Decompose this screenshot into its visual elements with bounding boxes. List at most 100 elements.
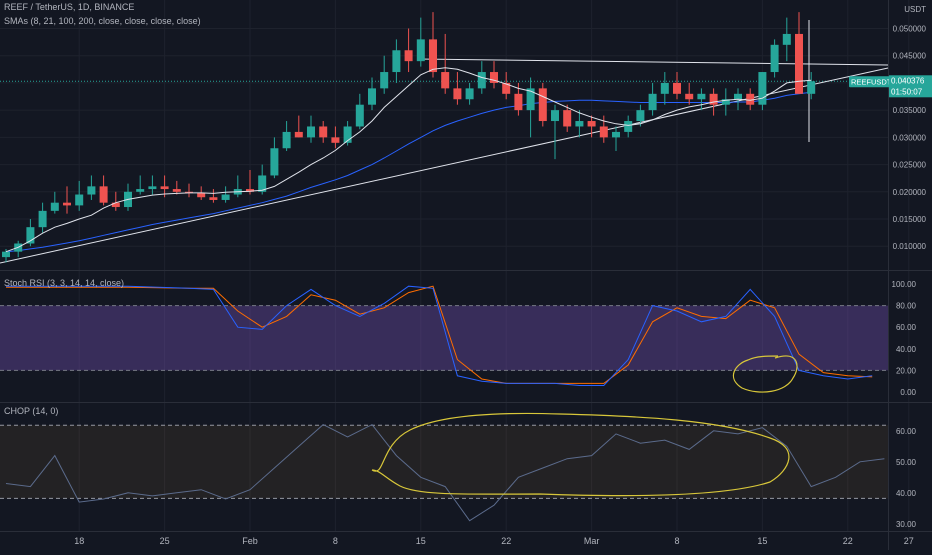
time-tick: 15: [416, 536, 426, 546]
candle[interactable]: [697, 93, 706, 100]
resistance-line[interactable]: [417, 58, 889, 66]
candle[interactable]: [38, 210, 47, 228]
time-tick: 18: [74, 536, 84, 546]
candle[interactable]: [575, 121, 584, 127]
candle[interactable]: [294, 131, 303, 138]
candle[interactable]: [209, 197, 218, 200]
time-axis[interactable]: 18 25 Feb 8 15 22 Mar 8 15 22 27: [74, 536, 914, 546]
time-tick: 22: [501, 536, 511, 546]
sma-21-line: [5, 91, 812, 253]
candle[interactable]: [441, 72, 450, 89]
candle[interactable]: [685, 93, 694, 100]
candle[interactable]: [429, 39, 437, 73]
candle[interactable]: [636, 110, 645, 122]
chop-band: [0, 425, 888, 499]
candle[interactable]: [477, 72, 486, 89]
chop-circle-annotation[interactable]: [371, 412, 790, 497]
candle[interactable]: [770, 44, 779, 73]
candle[interactable]: [282, 131, 291, 149]
candle[interactable]: [465, 88, 474, 100]
candle[interactable]: [648, 93, 657, 111]
candle[interactable]: [307, 126, 315, 138]
stoch-rsi-legend[interactable]: Stoch RSI (3, 3, 14, 14, close): [4, 278, 124, 288]
price-axis[interactable]: 0.0500000.0450000.0400000.0350000.030000…: [893, 24, 927, 251]
chop-tick: 40.00: [896, 489, 917, 498]
candle[interactable]: [612, 131, 620, 138]
candle[interactable]: [721, 99, 730, 105]
price-tick: 0.030000: [893, 133, 927, 142]
candle[interactable]: [343, 126, 352, 143]
sma-21-path: [5, 91, 812, 253]
candles[interactable]: [2, 12, 816, 263]
candle[interactable]: [99, 186, 108, 203]
candle[interactable]: [709, 93, 718, 105]
candle[interactable]: [185, 191, 193, 193]
stoch-rsi-tick: 0.00: [900, 388, 916, 397]
candle[interactable]: [136, 189, 145, 192]
price-tag-bg: [889, 75, 932, 98]
candle[interactable]: [270, 148, 279, 176]
price-tick: 0.025000: [893, 161, 927, 170]
candle[interactable]: [795, 33, 803, 94]
candle[interactable]: [246, 189, 254, 192]
symbol-title[interactable]: REEF / TetherUS, 1D, BINANCE: [4, 2, 134, 12]
candle[interactable]: [734, 93, 742, 100]
stoch-rsi-circle-annotation[interactable]: [732, 355, 798, 393]
candle[interactable]: [599, 126, 608, 138]
candle[interactable]: [490, 72, 498, 83]
price-tag-symbol: REEFUSDT: [851, 77, 892, 86]
candle[interactable]: [75, 194, 84, 206]
ascending-trendline[interactable]: [0, 67, 889, 264]
candle[interactable]: [331, 137, 340, 143]
candle[interactable]: [380, 72, 389, 89]
candle[interactable]: [160, 186, 169, 190]
candle[interactable]: [392, 50, 401, 73]
candle[interactable]: [746, 93, 755, 105]
candle[interactable]: [319, 126, 328, 138]
candle[interactable]: [807, 81, 816, 94]
candle[interactable]: [782, 33, 791, 45]
candle[interactable]: [526, 88, 535, 111]
candle[interactable]: [26, 227, 35, 244]
candle[interactable]: [502, 82, 511, 94]
candle[interactable]: [111, 202, 120, 208]
candle[interactable]: [355, 104, 364, 127]
candle[interactable]: [453, 88, 462, 100]
price-tick: 0.050000: [893, 24, 927, 33]
candle[interactable]: [538, 88, 547, 122]
price-tag: REEFUSDT 0.040376 01:50:07: [849, 75, 932, 98]
candle[interactable]: [368, 88, 376, 105]
candle[interactable]: [148, 186, 157, 190]
stoch-rsi-k-line: [6, 285, 873, 386]
chop-line: [5, 423, 885, 522]
candle[interactable]: [87, 186, 96, 195]
candle[interactable]: [624, 121, 633, 132]
candle[interactable]: [587, 121, 596, 127]
candle[interactable]: [673, 82, 681, 94]
candle[interactable]: [404, 50, 413, 62]
candle[interactable]: [258, 175, 267, 192]
candle[interactable]: [197, 192, 206, 198]
sma-legend[interactable]: SMAs (8, 21, 100, 200, close, close, clo…: [4, 16, 201, 26]
time-tick: 15: [757, 536, 767, 546]
candle[interactable]: [758, 72, 767, 105]
candle[interactable]: [63, 202, 71, 206]
stoch-rsi-band: [0, 305, 888, 371]
stoch-rsi-axis[interactable]: 100.00 80.00 60.00 40.00 20.00 0.00: [892, 280, 917, 397]
candle[interactable]: [172, 189, 181, 192]
candle[interactable]: [514, 93, 523, 111]
candle[interactable]: [221, 194, 230, 200]
candle[interactable]: [551, 110, 559, 122]
candle[interactable]: [2, 251, 10, 258]
drawings[interactable]: [0, 20, 889, 264]
chop-legend[interactable]: CHOP (14, 0): [4, 406, 58, 416]
price-tag-symbol-bg: [849, 76, 892, 88]
candle[interactable]: [416, 39, 425, 62]
candle[interactable]: [50, 202, 59, 211]
price-tick: 0.045000: [893, 52, 927, 61]
chop-axis[interactable]: 60.00 50.00 40.00 30.00: [896, 427, 917, 529]
candle[interactable]: [660, 82, 669, 94]
candle[interactable]: [563, 110, 572, 127]
